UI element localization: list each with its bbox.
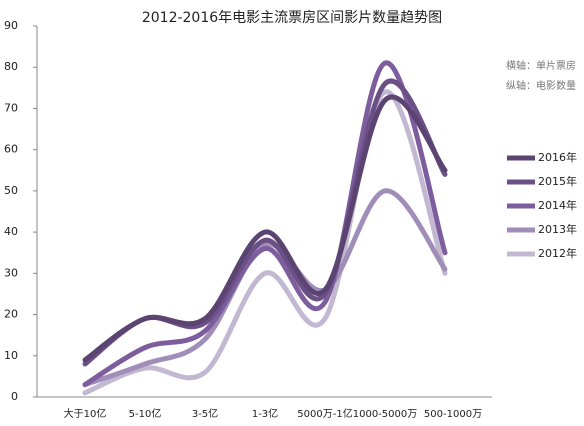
x-tick-label: 1000-5000万 xyxy=(353,409,418,420)
chart-title: 2012-2016年电影主流票房区间影片数量趋势图 xyxy=(142,10,442,26)
y-tick-label: 30 xyxy=(4,266,18,279)
y-tick-label: 0 xyxy=(11,390,18,403)
legend-label: 2012年 xyxy=(538,246,577,260)
x-tick-label: 5-10亿 xyxy=(129,407,162,420)
x-tick-label: 大于10亿 xyxy=(64,407,107,420)
legend-label: 2014年 xyxy=(538,198,577,212)
x-tick-label: 3-5亿 xyxy=(192,407,218,420)
legend-label: 2015年 xyxy=(538,174,577,188)
y-tick-label: 20 xyxy=(4,308,18,321)
y-tick-label: 80 xyxy=(4,60,18,73)
legend-label: 2016年 xyxy=(538,150,577,164)
y-tick-label: 10 xyxy=(4,349,18,362)
x-tick-label: 5000万-1亿 xyxy=(297,407,352,420)
annotation: 横轴：单片票房 xyxy=(506,59,576,72)
y-tick-label: 90 xyxy=(4,19,18,32)
x-tick-label: 500-1000万 xyxy=(424,409,482,420)
legend-label: 2013年 xyxy=(538,222,577,236)
x-tick-label: 1-3亿 xyxy=(252,407,278,420)
y-tick-label: 40 xyxy=(4,225,18,238)
series-line xyxy=(82,60,448,388)
y-tick-label: 60 xyxy=(4,143,18,156)
y-tick-label: 70 xyxy=(4,101,18,114)
series-line xyxy=(82,94,448,363)
y-tick-label: 50 xyxy=(4,184,18,197)
annotation: 纵轴：电影数量 xyxy=(506,79,576,92)
series-line xyxy=(82,188,448,388)
